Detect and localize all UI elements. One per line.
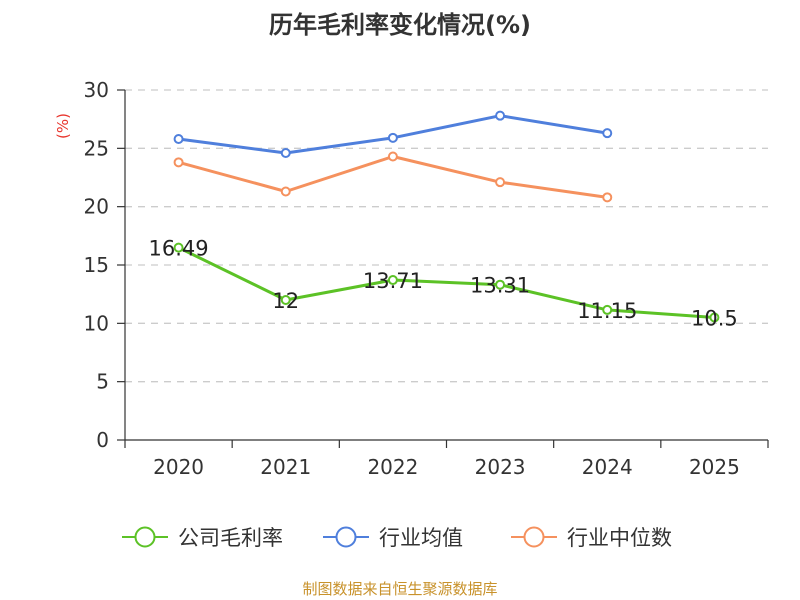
legend-marker-公司毛利率	[134, 526, 156, 548]
series-line-行业中位数	[178, 155, 608, 199]
source-note: 制图数据来自恒生聚源数据库	[302, 580, 497, 598]
point-公司毛利率-2025	[709, 312, 720, 323]
legend-marker-行业均值	[335, 526, 357, 548]
point-行业均值-2020	[173, 134, 184, 144]
grid-lines	[125, 89, 768, 383]
point-公司毛利率-2024	[602, 304, 613, 315]
point-公司毛利率-2023	[495, 279, 506, 290]
point-行业均值-2021	[280, 148, 291, 158]
legend-item-行业均值[interactable]: 行业均值	[323, 526, 463, 550]
point-行业中位数-2021	[280, 186, 291, 197]
legend-item-行业中位数[interactable]: 行业中位数	[511, 526, 672, 550]
data-label-2023: 13.31	[470, 274, 530, 298]
y-tick-label: 20	[84, 195, 109, 219]
data-label-2025: 10.5	[691, 307, 738, 331]
series-行业中位数	[173, 151, 613, 203]
legend-label-行业均值: 行业均值	[379, 526, 463, 550]
point-行业均值-2023	[495, 110, 506, 121]
point-行业中位数-2022	[387, 151, 398, 162]
x-tick-label-2020: 2020	[153, 455, 204, 479]
legend-marker-行业中位数	[523, 526, 545, 548]
y-tick-label: 30	[84, 78, 109, 102]
legend-label-行业中位数: 行业中位数	[567, 526, 672, 550]
y-axis-unit: (%)	[54, 113, 72, 139]
y-tick-label: 15	[84, 253, 109, 277]
y-tick-label: 0	[96, 428, 109, 452]
data-label-2020: 16.49	[149, 237, 209, 261]
legend-item-公司毛利率[interactable]: 公司毛利率	[122, 526, 283, 550]
x-tick-label-2024: 2024	[582, 455, 633, 479]
y-tick-label: 10	[84, 311, 109, 335]
point-公司毛利率-2020	[173, 242, 184, 253]
y-tick-label: 5	[96, 370, 109, 394]
point-公司毛利率-2021	[280, 295, 291, 305]
chart-title: 历年毛利率变化情况(%)	[269, 11, 531, 39]
point-公司毛利率-2022	[387, 275, 398, 286]
data-label-2021: 12	[272, 289, 299, 313]
series-公司毛利率	[173, 242, 720, 323]
point-行业均值-2024	[602, 128, 613, 139]
data-label-2024: 11.15	[577, 299, 637, 323]
point-行业中位数-2024	[602, 192, 613, 203]
series-line-公司毛利率	[177, 246, 715, 319]
point-行业中位数-2020	[173, 157, 184, 168]
legend[interactable]: 公司毛利率 行业均值 行业中位数	[122, 526, 672, 550]
y-tick-label: 25	[84, 136, 109, 160]
x-tick-label-2021: 2021	[260, 455, 311, 479]
legend-label-公司毛利率: 公司毛利率	[178, 526, 283, 550]
series-行业均值	[173, 110, 613, 158]
x-tick-label-2025: 2025	[689, 455, 740, 479]
data-label-2022: 13.71	[363, 269, 423, 293]
point-行业中位数-2023	[495, 177, 506, 188]
x-tick-label-2023: 2023	[475, 455, 526, 479]
point-行业均值-2022	[387, 132, 398, 143]
series-group	[173, 110, 720, 323]
x-tick-label-2022: 2022	[367, 455, 418, 479]
data-labels: 16.49 12 13.71 13.31 11.15 10.5	[149, 237, 738, 331]
